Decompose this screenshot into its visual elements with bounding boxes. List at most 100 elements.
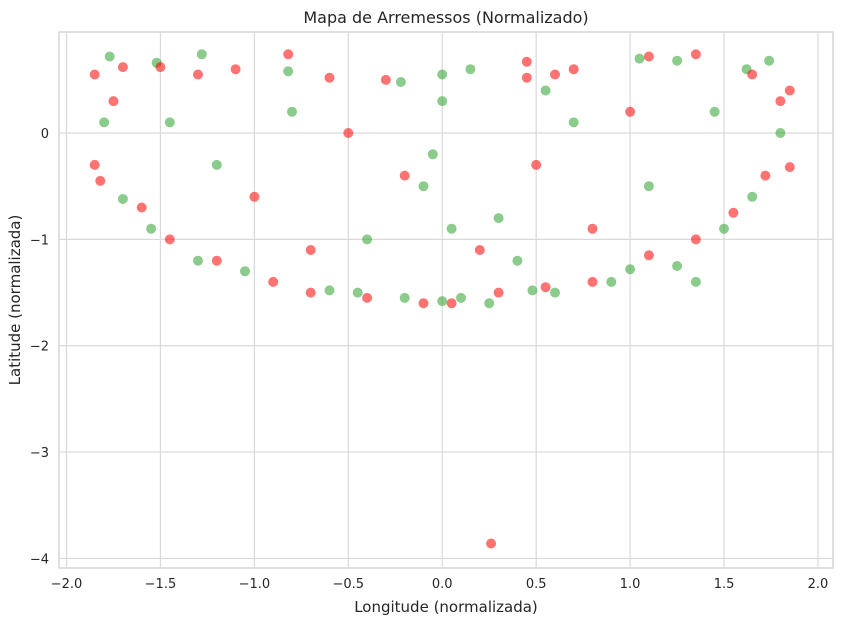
data-point: [764, 55, 775, 66]
y-tick-label: −4: [30, 552, 49, 567]
data-point: [747, 69, 758, 80]
data-point: [643, 250, 654, 261]
data-point: [719, 223, 729, 234]
data-point: [784, 162, 795, 173]
data-point: [634, 53, 645, 64]
data-point: [380, 74, 391, 85]
data-point: [437, 96, 448, 107]
data-point: [728, 207, 739, 218]
data-point: [493, 213, 504, 224]
data-point: [672, 261, 683, 271]
data-point: [240, 266, 250, 277]
x-tick-label: 1.5: [714, 577, 735, 592]
y-tick-label: −1: [30, 233, 49, 248]
data-point: [146, 223, 157, 234]
data-point: [427, 149, 438, 160]
data-point: [521, 72, 532, 83]
data-point: [249, 191, 260, 202]
data-point: [625, 106, 636, 117]
data-point: [747, 191, 758, 202]
data-point: [196, 49, 207, 60]
data-point: [305, 245, 316, 255]
data-point: [486, 538, 497, 549]
data-point: [324, 285, 335, 296]
data-point: [784, 85, 795, 96]
x-tick-label: −0.5: [333, 577, 365, 592]
data-point: [437, 69, 448, 80]
data-points: [89, 49, 795, 549]
data-point: [324, 72, 335, 83]
data-point: [193, 69, 203, 80]
data-point: [474, 245, 485, 255]
y-tick-labels: −4 −3 −2 −1 0: [30, 127, 49, 567]
data-point: [521, 56, 532, 67]
x-tick-labels: −2.0 −1.5 −1.0 −0.5 0.0 0.5 1.0 1.5 2.0: [51, 577, 829, 592]
y-axis-label: Latitude (normalizada): [6, 215, 24, 386]
data-point: [117, 62, 128, 73]
x-tick-label: 1.0: [620, 577, 641, 592]
data-point: [362, 292, 373, 303]
data-point: [399, 292, 410, 303]
data-point: [643, 181, 654, 192]
data-point: [446, 223, 457, 234]
data-point: [211, 159, 222, 170]
data-point: [437, 296, 448, 307]
data-point: [418, 298, 429, 309]
data-point: [446, 298, 457, 309]
data-point: [625, 264, 636, 275]
data-point: [362, 234, 373, 245]
data-point: [456, 292, 466, 303]
data-point: [465, 64, 476, 75]
data-point: [587, 276, 598, 287]
data-point: [540, 282, 551, 293]
y-tick-label: 0: [41, 127, 49, 142]
data-point: [775, 128, 786, 138]
data-point: [211, 255, 222, 266]
data-point: [136, 202, 147, 213]
data-point: [343, 128, 354, 138]
data-point: [568, 117, 579, 128]
y-tick-label: −2: [30, 340, 49, 355]
data-point: [690, 49, 701, 60]
data-point: [672, 55, 683, 66]
x-tick-label: 0.5: [526, 577, 547, 592]
data-point: [352, 287, 363, 298]
data-point: [108, 96, 119, 107]
x-tick-label: −1.5: [145, 577, 177, 592]
data-point: [760, 170, 771, 181]
data-point: [155, 62, 166, 73]
grid: [59, 32, 833, 568]
chart-title: Mapa de Arremessos (Normalizado): [303, 8, 588, 27]
data-point: [418, 181, 429, 192]
data-point: [643, 51, 654, 62]
data-point: [117, 194, 128, 204]
y-tick-label: −3: [30, 446, 49, 461]
data-point: [775, 96, 786, 107]
data-point: [709, 106, 720, 117]
x-axis-label: Longitude (normalizada): [354, 598, 538, 616]
data-point: [283, 49, 294, 60]
data-point: [568, 64, 579, 75]
data-point: [89, 159, 100, 170]
data-point: [484, 298, 495, 309]
x-tick-label: −1.0: [239, 577, 271, 592]
data-point: [587, 223, 598, 234]
x-tick-label: 0.0: [432, 577, 453, 592]
data-point: [527, 285, 538, 296]
x-tick-label: 2.0: [808, 577, 829, 592]
data-point: [395, 77, 406, 87]
data-point: [193, 255, 203, 266]
data-point: [230, 64, 241, 75]
data-point: [606, 276, 617, 287]
data-point: [283, 66, 294, 77]
data-point: [287, 106, 297, 117]
data-point: [268, 276, 279, 287]
data-point: [512, 255, 523, 266]
data-point: [89, 69, 100, 80]
data-point: [95, 175, 106, 186]
data-point: [531, 159, 542, 170]
data-point: [550, 287, 560, 298]
data-point: [104, 51, 115, 62]
data-point: [690, 234, 701, 245]
